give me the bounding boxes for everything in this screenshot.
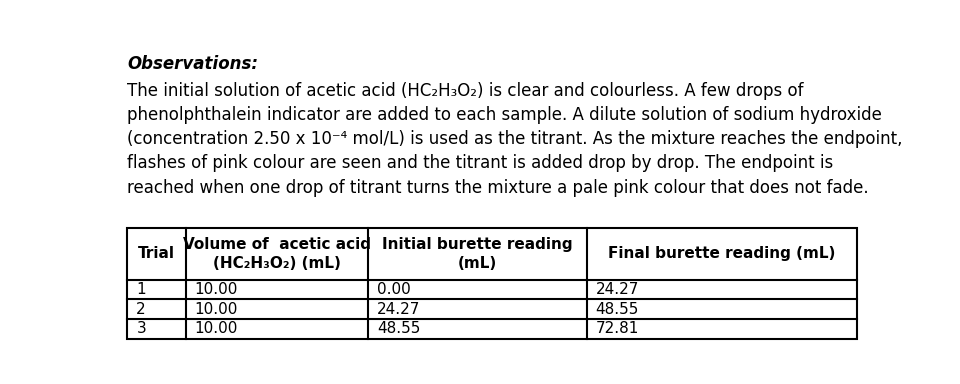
Text: 10.00: 10.00 (195, 302, 238, 317)
Text: Final burette reading (mL): Final burette reading (mL) (608, 246, 835, 261)
Text: The initial solution of acetic acid (HC₂H₃O₂) is clear and colourless. A few dro: The initial solution of acetic acid (HC₂… (128, 81, 903, 197)
Text: Observations:: Observations: (128, 55, 258, 73)
Text: 10.00: 10.00 (195, 321, 238, 336)
Text: 72.81: 72.81 (596, 321, 639, 336)
Text: 2: 2 (136, 302, 146, 317)
Text: 24.27: 24.27 (596, 282, 639, 297)
Text: Trial: Trial (138, 246, 175, 261)
Text: 0.00: 0.00 (377, 282, 411, 297)
Text: 10.00: 10.00 (195, 282, 238, 297)
Text: 24.27: 24.27 (377, 302, 420, 317)
Text: 48.55: 48.55 (596, 302, 639, 317)
Text: 3: 3 (136, 321, 146, 336)
Text: 1: 1 (136, 282, 146, 297)
Text: Volume of  acetic acid
(HC₂H₃O₂) (mL): Volume of acetic acid (HC₂H₃O₂) (mL) (183, 237, 371, 271)
Bar (128, 228, 856, 339)
Text: 48.55: 48.55 (377, 321, 420, 336)
Text: Initial burette reading
(mL): Initial burette reading (mL) (382, 237, 573, 271)
